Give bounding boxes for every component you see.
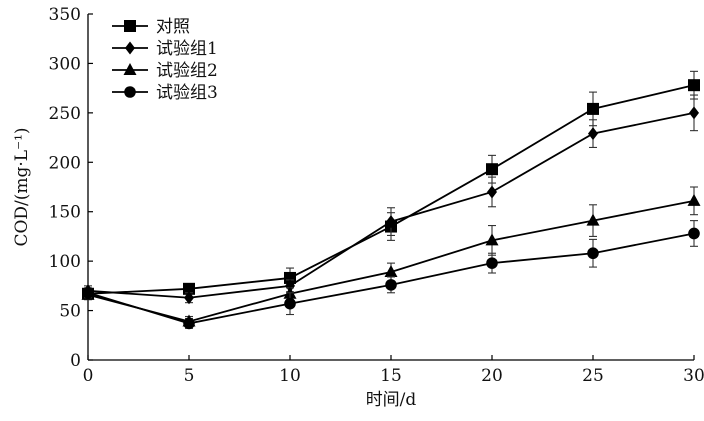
y-tick-label: 150 xyxy=(49,203,81,223)
data-point xyxy=(384,265,398,278)
y-axis-title: COD/(mg·L⁻¹) xyxy=(12,127,32,246)
y-tick-label: 300 xyxy=(49,54,81,74)
y-tick-label: 250 xyxy=(49,104,81,124)
series-4 xyxy=(82,220,700,330)
data-point xyxy=(284,297,296,310)
data-point xyxy=(82,286,94,299)
x-tick-label: 30 xyxy=(683,366,704,386)
legend-label: 对照 xyxy=(156,17,190,37)
series-line xyxy=(87,84,695,295)
legend-label: 试验组1 xyxy=(156,39,218,59)
data-point xyxy=(487,185,497,199)
legend-marker xyxy=(123,63,137,75)
data-point xyxy=(587,247,599,260)
data-point xyxy=(485,233,499,246)
x-tick-label: 25 xyxy=(582,366,604,386)
legend-marker xyxy=(124,20,136,32)
data-point xyxy=(688,227,700,240)
x-tick-label: 20 xyxy=(481,366,503,386)
data-point xyxy=(183,317,195,330)
legend-marker xyxy=(125,41,135,55)
data-point xyxy=(687,193,701,206)
legend-label: 试验组3 xyxy=(156,83,218,103)
x-axis-title: 时间/d xyxy=(366,390,417,410)
y-tick-label: 100 xyxy=(49,252,81,272)
legend-label: 试验组2 xyxy=(156,61,218,81)
data-point xyxy=(285,279,295,293)
data-point xyxy=(688,79,700,92)
legend-marker xyxy=(124,86,136,98)
x-tick-label: 10 xyxy=(279,366,301,386)
data-point xyxy=(588,127,598,141)
data-point xyxy=(183,282,195,295)
y-tick-label: 50 xyxy=(59,302,81,322)
x-tick-label: 15 xyxy=(380,366,402,386)
data-point xyxy=(386,215,396,229)
y-tick-label: 200 xyxy=(49,153,81,173)
data-point xyxy=(184,291,194,305)
data-point xyxy=(486,257,498,269)
x-tick-label: 0 xyxy=(83,366,94,386)
data-point xyxy=(284,271,296,284)
x-tick-label: 5 xyxy=(184,366,195,386)
y-tick-label: 0 xyxy=(70,351,81,371)
data-point xyxy=(486,163,498,176)
y-tick-label: 350 xyxy=(49,5,81,25)
data-point xyxy=(586,213,600,226)
data-point xyxy=(587,102,599,115)
data-point xyxy=(385,279,397,291)
data-point xyxy=(689,106,699,120)
